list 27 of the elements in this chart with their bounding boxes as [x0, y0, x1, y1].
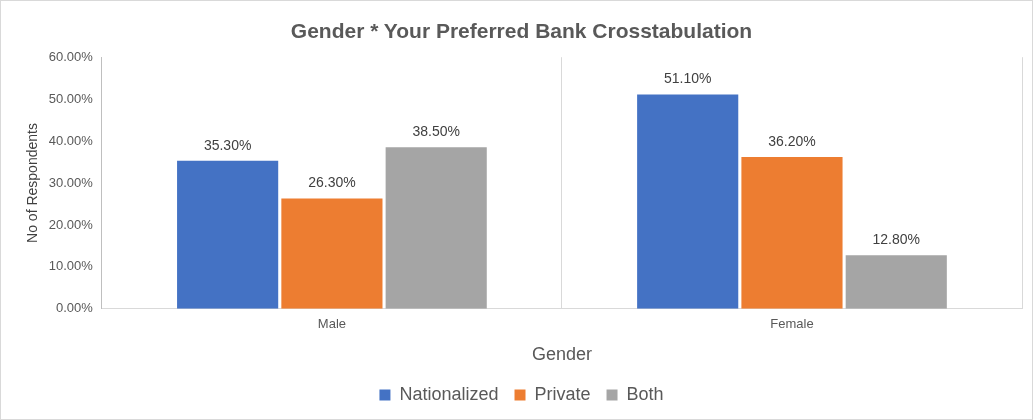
data-label: 35.30% — [203, 136, 252, 153]
bar — [845, 255, 947, 309]
bar — [385, 147, 487, 309]
data-label: 26.30% — [308, 174, 356, 191]
y-tick-label: 0.00% — [56, 300, 94, 316]
bar — [281, 198, 383, 309]
data-label: 36.20% — [768, 132, 816, 149]
legend-label: Private — [534, 383, 591, 404]
data-label: 51.10% — [663, 70, 712, 87]
y-tick-label: 10.00% — [48, 258, 94, 274]
legend-label: Nationalized — [399, 383, 499, 404]
y-tick-label: 30.00% — [48, 174, 94, 190]
x-tick-label: Male — [317, 316, 347, 332]
x-tick-label: Female — [770, 316, 814, 332]
y-tick-label: 20.00% — [48, 216, 94, 232]
bar — [637, 94, 739, 309]
y-tick-label: 60.00% — [48, 48, 94, 64]
bar — [177, 160, 279, 309]
y-tick-label: 40.00% — [48, 132, 94, 148]
y-axis-title: No of Respondents — [24, 123, 41, 243]
x-axis-title: Gender — [531, 344, 592, 365]
y-tick-label: 50.00% — [48, 90, 94, 106]
data-label: 12.80% — [872, 230, 920, 247]
data-label: 38.50% — [412, 123, 460, 140]
chart-title: Gender * Your Preferred Bank Crosstabulation — [290, 19, 753, 43]
bar — [741, 157, 843, 309]
legend-label: Both — [626, 383, 664, 404]
